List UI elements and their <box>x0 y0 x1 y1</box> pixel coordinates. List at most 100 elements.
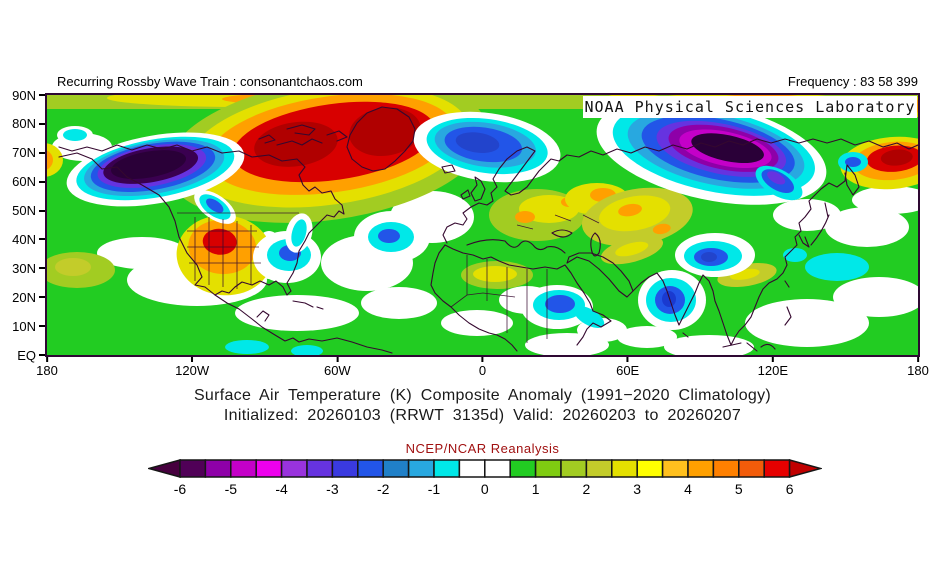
header-frequency-text: Frequency : 83 58 399 <box>787 74 918 89</box>
colorbar-cell <box>560 459 588 478</box>
y-axis-tick-mark <box>39 122 45 125</box>
y-axis-tick: 20N <box>12 289 45 305</box>
x-axis-tick: 180 <box>36 357 58 378</box>
colorbar-cell <box>255 459 283 478</box>
colorbar-source-label: NCEP/NCAR Reanalysis <box>405 441 560 456</box>
colorbar-tick-label: -6 <box>173 481 187 497</box>
colorbar-tick-label: 6 <box>785 481 794 497</box>
y-axis-label: EQ <box>17 347 36 363</box>
colorbar-tick-label: 1 <box>531 481 540 497</box>
colorbar-tick-label: -4 <box>275 481 288 497</box>
colorbar-cell <box>763 459 791 478</box>
y-axis-tick: 10N <box>12 318 45 334</box>
colorbar-cell <box>636 459 664 478</box>
x-axis-tick-mark <box>336 357 339 362</box>
y-axis-tick-mark <box>39 354 45 356</box>
colorbar-cell <box>280 459 308 478</box>
colorbar-tick-label: 0 <box>480 481 489 497</box>
colorbar-cell <box>534 459 562 478</box>
colorbar-cell <box>661 459 689 478</box>
colorbar-cell <box>611 459 638 478</box>
plot-title-line2: Initialized: 20260103 (RRWT 3135d) Valid… <box>223 407 742 424</box>
x-axis-tick: 120E <box>758 357 788 378</box>
coastlines-layer <box>58 106 918 354</box>
x-axis-tick-mark <box>771 357 774 362</box>
x-axis-tick-mark <box>191 357 194 362</box>
y-axis-tick: 70N <box>12 145 45 161</box>
colorbar-cell <box>407 459 435 478</box>
x-axis-tick-mark <box>916 357 919 362</box>
anomaly-map-canvas <box>47 95 918 355</box>
y-axis-label: 30N <box>12 260 36 276</box>
y-axis-tick: 40N <box>12 231 45 247</box>
colorbar-cell <box>484 459 511 478</box>
borders-layer <box>177 212 600 343</box>
y-axis-tick: 90N <box>12 87 45 103</box>
y-axis-tick: 80N <box>12 116 45 132</box>
x-axis-label: 0 <box>478 363 487 378</box>
colorbar-cell <box>179 459 207 478</box>
colorbar-cell <box>509 459 537 478</box>
colorbar-cell <box>357 459 384 478</box>
anomaly-map: NOAA Physical Sciences Laboratory <box>45 93 920 357</box>
y-axis: 90N 80N 70N 60N 50N 40N 30N 20N 10N EQ <box>0 88 45 363</box>
colorbar-cell <box>306 459 334 478</box>
y-axis-label: 90N <box>12 87 36 103</box>
y-axis-label: 10N <box>12 318 36 334</box>
colorbar-cell <box>712 459 740 478</box>
y-axis-tick: EQ <box>17 347 45 363</box>
colorbar-cell <box>204 459 232 478</box>
colorbar-tick-label: -2 <box>376 481 390 497</box>
y-axis-tick-mark <box>39 151 45 154</box>
colorbar-tick-label: 5 <box>734 481 743 497</box>
x-axis-label: 180 <box>907 363 929 378</box>
colorbar-cell <box>382 459 410 478</box>
colorbar-cell <box>738 459 765 478</box>
y-axis-tick-mark <box>39 180 45 183</box>
x-axis-tick: 60E <box>616 357 639 378</box>
y-axis-tick: 50N <box>12 203 45 219</box>
y-axis-tick: 30N <box>12 260 45 276</box>
colorbar-scale <box>146 459 824 478</box>
y-axis-label: 60N <box>12 174 36 190</box>
y-axis-tick-mark <box>39 296 45 299</box>
plot-titles: Surface Air Temperature (K) Composite An… <box>47 386 918 426</box>
colorbar-tick-label: -1 <box>427 481 441 497</box>
header-source-text: Recurring Rossby Wave Train : consonantc… <box>57 74 363 89</box>
x-axis-tick: 60W <box>324 357 351 378</box>
anomaly-blobs-layer <box>47 95 918 355</box>
y-axis-label: 50N <box>12 203 36 219</box>
colorbar-cell <box>433 459 461 478</box>
y-axis-tick-mark <box>39 267 45 270</box>
y-axis-label: 20N <box>12 289 36 305</box>
plot-title-line1: Surface Air Temperature (K) Composite An… <box>193 387 772 404</box>
x-axis-tick-mark <box>45 357 48 362</box>
y-axis-tick: 60N <box>12 174 45 190</box>
y-axis-label: 70N <box>12 145 36 161</box>
x-axis-tick-mark <box>481 357 484 362</box>
x-axis-tick: 0 <box>479 357 486 378</box>
colorbar-tick-label: -3 <box>326 481 339 497</box>
colorbar-tick-label: 3 <box>633 481 642 497</box>
colorbar-tick-label: -5 <box>224 481 238 497</box>
y-axis-tick-mark <box>39 325 45 328</box>
colorbar-cell <box>458 459 486 478</box>
colorbar-left-arrow <box>146 459 181 478</box>
x-axis-tick-mark <box>626 357 629 362</box>
x-axis-label: 60W <box>323 363 351 378</box>
x-axis-label: 60E <box>616 363 640 378</box>
x-axis-tick: 120W <box>175 357 209 378</box>
y-axis-label: 40N <box>12 231 36 247</box>
noaa-psl-overlay-label: NOAA Physical Sciences Laboratory <box>583 96 917 118</box>
y-axis-tick-mark <box>39 238 45 241</box>
colorbar-right-arrow <box>788 459 824 478</box>
x-axis-label: 120E <box>757 363 789 378</box>
colorbar: -6 -5 -4 -3 -2 -1 0 1 2 3 4 5 6 <box>146 459 824 501</box>
colorbar-cell <box>230 459 257 478</box>
y-axis-label: 80N <box>12 116 36 132</box>
colorbar-cell <box>331 459 359 478</box>
y-axis-tick-mark <box>39 94 45 96</box>
colorbar-cell <box>585 459 613 478</box>
colorbar-tick-label: 2 <box>582 481 591 497</box>
